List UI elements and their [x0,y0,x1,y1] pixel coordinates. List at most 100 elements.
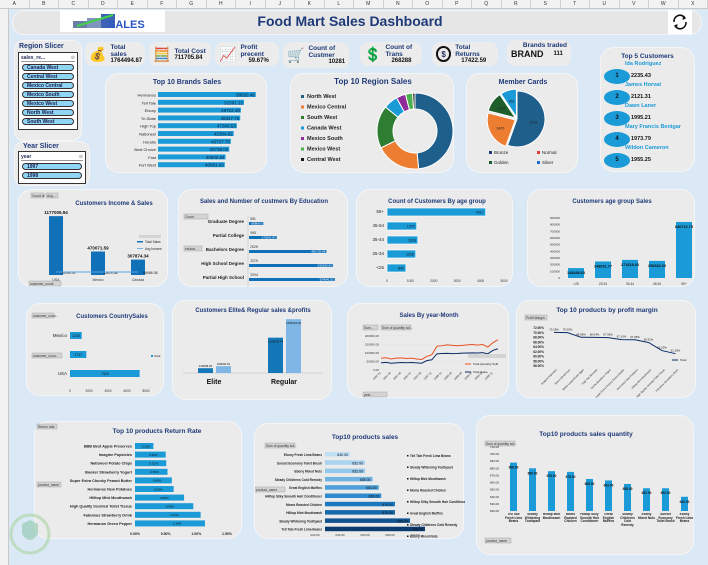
column-header[interactable]: V [620,0,649,8]
data-label: 665.00 [369,495,380,499]
column-header[interactable]: P [443,0,472,8]
column-header[interactable]: U [590,0,620,8]
column-header[interactable]: C [59,0,89,8]
count-button[interactable]: Count [183,213,209,220]
field-button-bg[interactable] [484,440,516,447]
field-button-label[interactable]: product_name [38,483,59,487]
field-button-bg[interactable] [31,352,63,359]
field-button-label[interactable]: Count [185,215,194,219]
series-line [380,339,499,360]
sum-quantity-button[interactable]: Sum of quantity sol... [264,442,297,449]
field-button-label[interactable]: customer_coun... [33,354,58,358]
column-header[interactable]: J [266,0,295,8]
field-button-bg[interactable] [36,423,58,430]
slicer-item[interactable]: North West [22,109,74,116]
filter-button[interactable]: customer_coun... [31,312,58,319]
field-button-label[interactable]: customer_coun... [33,314,58,318]
tick-label: 600000 [550,236,560,240]
field-button-label[interactable]: Sum of quantity sol... [486,442,517,446]
profit-margin-button[interactable]: Profit Margin [524,314,548,321]
data-label: 1318 [408,239,416,243]
column-header[interactable]: M [354,0,384,8]
category-label: Imagine Popsicles [99,453,132,457]
customer-value: 2235.43 [631,73,651,79]
field-button-bg[interactable] [362,324,379,331]
field-button-bg[interactable] [28,280,62,287]
slicer-item[interactable]: 1997 [22,163,82,170]
clear-filter-icon[interactable]: ⊘ [70,55,75,61]
column-header[interactable]: O [413,0,443,8]
slicer-item[interactable]: Central West [22,73,74,80]
sum-quantity-button[interactable]: Sum of quantity sol... [484,440,517,447]
column-header[interactable]: Q [472,0,502,8]
field-button-bg[interactable] [183,213,209,220]
field-button-bg[interactable] [183,245,203,252]
column-header[interactable]: T [561,0,590,8]
column-header[interactable]: R [502,0,531,8]
filter-button[interactable]: customer_coun... [31,352,63,359]
field-button-bg[interactable] [254,486,286,493]
field-button-label[interactable]: customer_count [30,282,54,286]
filter-button[interactable]: product_name [254,486,286,493]
field-button-label[interactable]: product_name [256,488,277,492]
column-header[interactable]: F [148,0,177,8]
filter-button[interactable]: product_name [36,481,62,488]
slicer-item[interactable]: Mexico West [22,100,74,107]
column-header[interactable]: G [177,0,207,8]
column-header[interactable]: I [236,0,266,8]
slicer-item[interactable]: Canada West [22,64,74,71]
tick-label: 1997-11 [423,371,433,381]
field-button-label[interactable]: Sum of quantity sol... [382,326,413,330]
filter-button[interactable]: product_name [484,537,512,544]
column-header[interactable]: K [295,0,325,8]
count-button[interactable]: Count of... [30,192,47,199]
field-button-bg[interactable] [380,324,412,331]
slicer-item[interactable]: Mexico South [22,91,74,98]
field-button-label[interactable]: product_name [486,539,507,543]
slicer-item[interactable]: Mexico Central [22,82,74,89]
column-header[interactable]: A [0,0,30,8]
field-button-label[interactable]: year... [364,393,373,397]
field-button-bg[interactable] [30,192,45,199]
refresh-button[interactable] [668,10,692,34]
column-header[interactable]: S [531,0,561,8]
field-button-bg[interactable] [484,537,512,544]
sum-button[interactable]: Sum... [362,324,379,331]
count-bar [249,260,257,262]
field-button-bg[interactable] [45,192,59,199]
avg-button[interactable]: Avg... [45,192,59,199]
field-button-bg[interactable] [36,481,62,488]
slicer-item[interactable]: 1998 [22,172,82,179]
column-header[interactable]: E [118,0,148,8]
column-header[interactable]: H [207,0,236,8]
filter-button[interactable]: educat... [183,245,203,252]
tick-label: 1998-09 [473,371,483,381]
tick-label: 0 [558,276,560,280]
slicer-item[interactable]: South West [22,118,74,125]
sum-quantity-button[interactable]: Sum of quantity sol... [380,324,413,331]
column-header[interactable]: X [679,0,708,8]
bar [91,251,105,275]
filter-button[interactable]: customer_count [28,280,62,287]
field-button-label[interactable]: Avg... [47,194,55,198]
column-header[interactable]: D [89,0,118,8]
field-button-bg[interactable] [362,391,388,398]
field-button-bg[interactable] [264,442,296,449]
field-button-bg[interactable] [524,314,548,321]
field-button-label[interactable]: Sum... [364,326,374,330]
field-button-label[interactable]: Return rate [38,425,55,429]
column-header[interactable]: L [325,0,354,8]
column-header[interactable]: W [649,0,679,8]
field-button-label[interactable]: Profit Margin [526,316,545,320]
field-button-bg[interactable] [31,312,55,319]
return-rate-button[interactable]: Return rate [36,423,58,430]
column-header[interactable]: N [384,0,413,8]
field-button-label[interactable]: Count of... [32,194,47,198]
field-button-label[interactable]: educat... [185,247,198,251]
category-label-wrap: Ebony Fresh Lima Beans [676,513,693,523]
clear-filter-icon[interactable]: ⊘ [78,154,83,160]
field-button-label[interactable]: Sum of quantity sol... [266,444,297,448]
column-header[interactable]: B [30,0,59,8]
category-label: <25 [573,282,579,286]
filter-button[interactable]: year... [362,391,388,398]
